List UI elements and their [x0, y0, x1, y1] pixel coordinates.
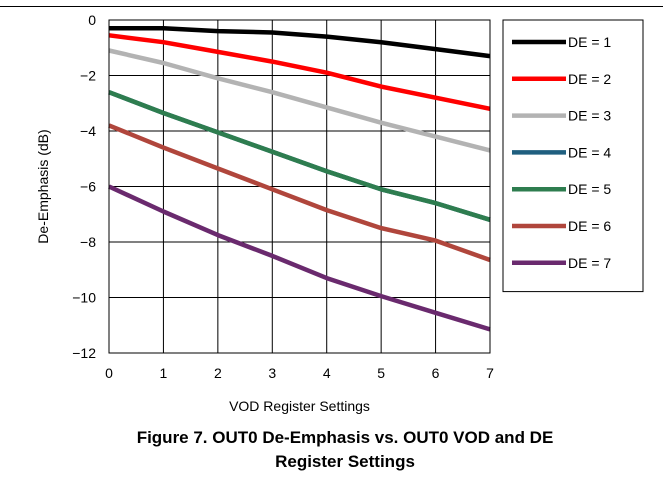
chart: 0 1 2 3 4 5 6 7 0 −2 −4 −6 −8 −10 −12 De-Emphasis (dB)…	[35, 12, 644, 414]
figure-caption-continued: Register Settings	[275, 452, 415, 471]
chart-grid	[109, 20, 490, 353]
x-tick-label: 2	[214, 365, 222, 381]
top-rule	[0, 6, 663, 7]
y-tick-label: −8	[80, 234, 96, 250]
y-tick-label: −2	[80, 68, 96, 84]
chart-ticks: 0 1 2 3 4 5 6 7 0 −2 −4 −6 −8 −10 −12	[72, 12, 494, 381]
x-axis-label: VOD Register Settings	[229, 398, 370, 414]
legend-entry: DE = 4	[568, 144, 611, 160]
series-line	[108, 48, 491, 153]
legend: DE = 1 DE = 2 DE = 3 DE = 4 DE = 5 DE = 6 DE =…	[502, 19, 644, 293]
series-line	[108, 123, 491, 263]
series-line	[109, 26, 491, 59]
series-line	[108, 184, 491, 332]
y-tick-label: 0	[88, 12, 96, 28]
figure-caption: Figure 7. OUT0 De-Emphasis vs. OUT0 VOD …	[136, 428, 554, 447]
chart-series	[108, 26, 491, 332]
y-tick-label: −10	[72, 290, 96, 306]
x-tick-label: 3	[268, 365, 276, 381]
legend-box	[502, 19, 644, 293]
plot-frame	[108, 19, 491, 354]
x-tick-label: 5	[377, 365, 385, 381]
legend-entry: DE = 3	[568, 108, 611, 124]
legend-entry: DE = 6	[568, 218, 611, 234]
y-tick-label: −4	[80, 123, 96, 139]
x-tick-label: 6	[432, 365, 440, 381]
legend-entry: DE = 5	[568, 181, 611, 197]
x-tick-label: 1	[160, 365, 168, 381]
x-tick-label: 0	[105, 365, 113, 381]
legend-entry: DE = 2	[568, 71, 611, 87]
x-tick-label: 7	[486, 365, 494, 381]
x-tick-label: 4	[323, 365, 331, 381]
series-line	[108, 33, 491, 112]
y-axis-label: De-Emphasis (dB)	[35, 129, 51, 243]
legend-entry: DE = 1	[568, 34, 611, 50]
series-line	[108, 90, 491, 222]
y-tick-label: −12	[72, 345, 96, 361]
legend-entry: DE = 7	[568, 255, 611, 271]
y-tick-label: −6	[80, 179, 96, 195]
